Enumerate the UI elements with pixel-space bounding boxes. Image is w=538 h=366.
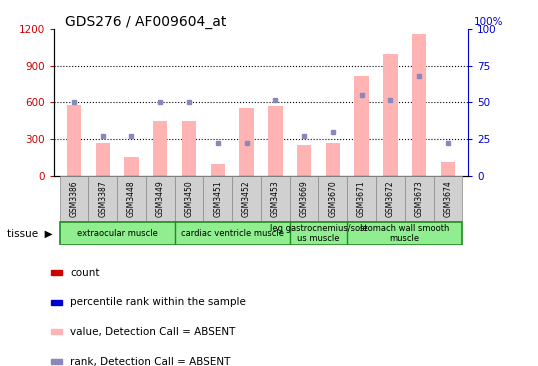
Text: GSM3669: GSM3669 — [300, 180, 309, 217]
Text: GSM3452: GSM3452 — [242, 180, 251, 217]
Bar — [347, 176, 376, 221]
Bar — [405, 176, 434, 221]
Bar — [441, 162, 455, 176]
Bar — [210, 164, 225, 176]
Bar — [261, 176, 289, 221]
Text: cardiac ventricle muscle: cardiac ventricle muscle — [181, 229, 284, 238]
Text: GSM3450: GSM3450 — [185, 180, 194, 217]
Bar — [355, 76, 369, 176]
Bar — [60, 176, 88, 221]
Text: GSM3451: GSM3451 — [213, 180, 222, 217]
Bar — [434, 176, 462, 221]
Bar — [376, 176, 405, 221]
Text: GSM3453: GSM3453 — [271, 180, 280, 217]
Text: GDS276 / AF009604_at: GDS276 / AF009604_at — [65, 15, 226, 29]
Text: GSM3387: GSM3387 — [98, 180, 107, 217]
Bar — [383, 54, 398, 176]
Text: GSM3673: GSM3673 — [415, 180, 423, 217]
Bar — [203, 176, 232, 221]
Bar — [239, 108, 254, 176]
Bar — [51, 270, 62, 275]
Bar — [182, 121, 196, 176]
Bar — [51, 329, 62, 335]
Bar — [412, 34, 426, 176]
Bar — [88, 176, 117, 221]
Text: count: count — [70, 268, 100, 278]
Bar — [51, 359, 62, 364]
Bar — [124, 157, 139, 176]
Text: percentile rank within the sample: percentile rank within the sample — [70, 297, 246, 307]
Bar — [318, 176, 347, 221]
Bar — [51, 300, 62, 305]
Bar — [153, 121, 167, 176]
Text: GSM3674: GSM3674 — [443, 180, 452, 217]
Text: value, Detection Call = ABSENT: value, Detection Call = ABSENT — [70, 327, 235, 337]
Bar — [146, 176, 175, 221]
Bar — [289, 176, 318, 221]
Text: 100%: 100% — [473, 16, 503, 26]
Bar — [268, 106, 282, 176]
Text: GSM3386: GSM3386 — [69, 180, 79, 217]
Text: tissue  ▶: tissue ▶ — [7, 228, 52, 238]
Bar — [232, 176, 261, 221]
Bar — [117, 176, 146, 221]
Text: rank, Detection Call = ABSENT: rank, Detection Call = ABSENT — [70, 356, 230, 366]
Text: stomach wall smooth
muscle: stomach wall smooth muscle — [360, 224, 449, 243]
Text: GSM3671: GSM3671 — [357, 180, 366, 217]
Bar — [96, 143, 110, 176]
Text: GSM3449: GSM3449 — [155, 180, 165, 217]
Text: GSM3672: GSM3672 — [386, 180, 395, 217]
Bar — [175, 176, 203, 221]
Bar — [60, 221, 462, 245]
Text: extraocular muscle: extraocular muscle — [76, 229, 158, 238]
Bar — [297, 145, 312, 176]
Text: GSM3448: GSM3448 — [127, 180, 136, 217]
Text: GSM3670: GSM3670 — [328, 180, 337, 217]
Text: leg gastrocnemius/sole
us muscle: leg gastrocnemius/sole us muscle — [270, 224, 367, 243]
Bar — [67, 105, 81, 176]
Bar — [325, 143, 340, 176]
